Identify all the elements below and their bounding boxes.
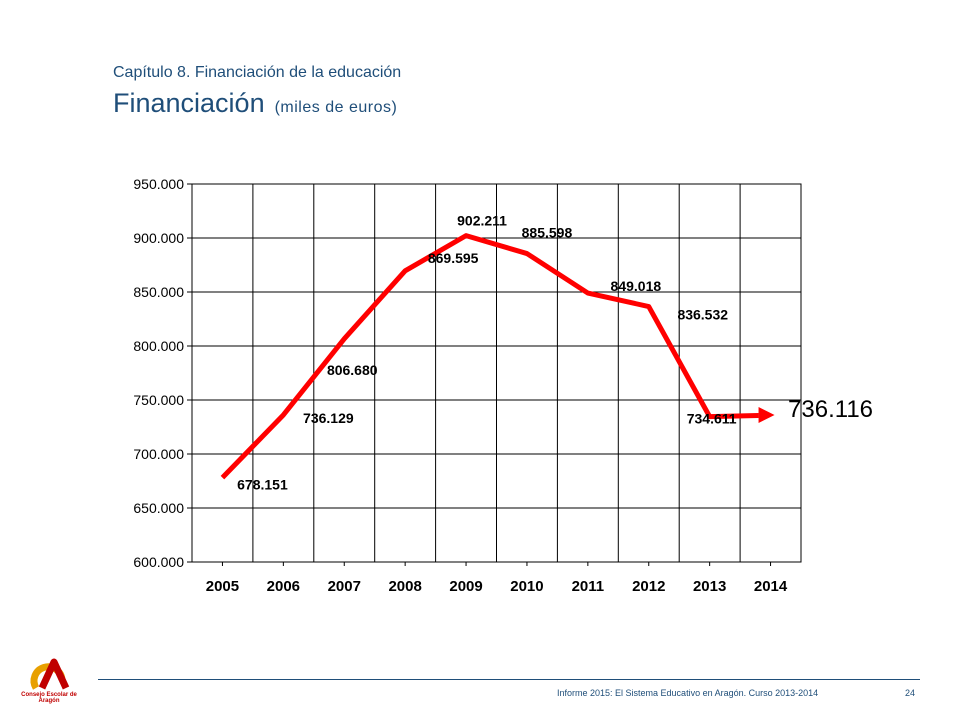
y-tick-label: 650.000 bbox=[133, 500, 184, 516]
x-tick-label: 2009 bbox=[449, 578, 482, 595]
series-line bbox=[220, 233, 759, 480]
y-tick-label: 850.000 bbox=[133, 284, 184, 300]
series-arrowhead bbox=[758, 406, 775, 423]
x-tick-label: 2008 bbox=[388, 578, 421, 595]
page-number: 24 bbox=[905, 688, 916, 698]
y-tick-label: 900.000 bbox=[133, 230, 184, 246]
y-tick-label: 700.000 bbox=[133, 446, 184, 462]
x-tick-label: 2012 bbox=[632, 578, 665, 595]
data-label: 836.532 bbox=[677, 307, 728, 323]
data-label: 734.611 bbox=[687, 411, 737, 427]
x-tick-label: 2010 bbox=[510, 578, 543, 595]
data-label: 736.116 bbox=[788, 396, 873, 423]
y-tick-label: 950.000 bbox=[133, 176, 184, 192]
y-tick-label: 750.000 bbox=[133, 392, 184, 408]
chart-grid bbox=[191, 183, 802, 563]
x-tick-label: 2013 bbox=[693, 578, 726, 595]
x-tick-label: 2011 bbox=[572, 578, 605, 595]
footer-text: Informe 2015: El Sistema Educativo en Ar… bbox=[557, 688, 819, 698]
footer-divider bbox=[98, 679, 920, 680]
y-tick-label: 800.000 bbox=[133, 338, 184, 354]
consejo-escolar-logo: Consejo Escolar de Aragón bbox=[14, 650, 84, 705]
x-tick-label: 2005 bbox=[206, 578, 239, 595]
x-tick-label: 2014 bbox=[754, 578, 788, 595]
data-label: 736.129 bbox=[303, 410, 354, 426]
data-label: 902.211 bbox=[457, 213, 507, 229]
chart-series bbox=[220, 233, 775, 480]
x-tick-label: 2007 bbox=[328, 578, 361, 595]
page-title-main: Financiación bbox=[113, 88, 265, 118]
chapter-heading: Capítulo 8. Financiación de la educación bbox=[113, 64, 402, 81]
x-tick-label: 2006 bbox=[267, 578, 300, 595]
logo-text: Consejo Escolar de Aragón bbox=[21, 692, 77, 704]
page-title-unit: (miles de euros) bbox=[274, 99, 398, 116]
data-label: 806.680 bbox=[327, 362, 378, 378]
y-tick-label: 600.000 bbox=[133, 554, 184, 570]
logo-icon bbox=[30, 658, 70, 690]
data-label: 849.018 bbox=[611, 278, 662, 294]
chart-axes: 600.000 650.000 700.000 750.000 800.000 850.0… bbox=[133, 176, 787, 595]
data-label: 869.595 bbox=[428, 250, 479, 266]
data-label: 885.598 bbox=[522, 225, 573, 241]
page-title: Financiación (miles de euros) bbox=[113, 88, 397, 119]
chart-data-labels: 678.151 736.129 806.680 869.595 902.211 885.5… bbox=[237, 213, 873, 493]
data-label: 678.151 bbox=[237, 477, 288, 493]
